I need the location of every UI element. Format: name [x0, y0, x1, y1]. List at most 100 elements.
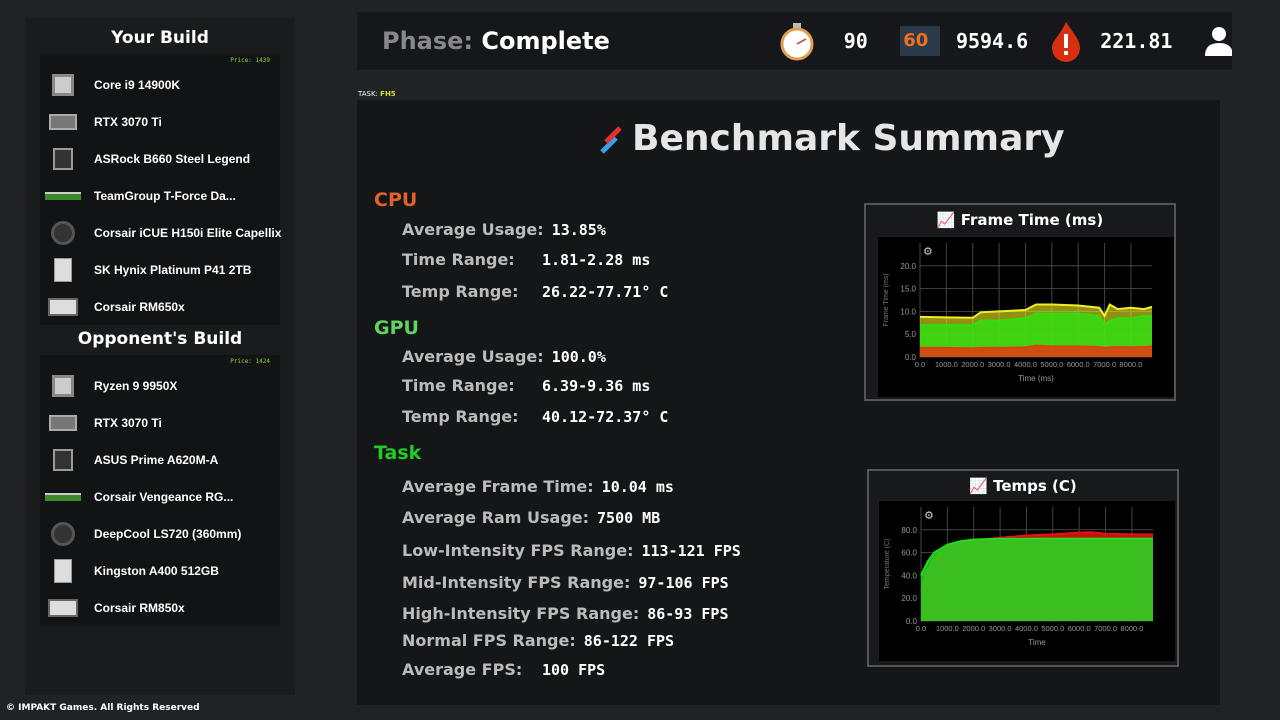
x-tick-label: 6000.0: [1067, 360, 1090, 369]
component-name: RTX 3070 Ti: [94, 415, 162, 430]
component-name: SK Hynix Platinum P41 2TB: [94, 262, 252, 277]
task-stat-row: Average FPS: 100 FPS: [402, 660, 605, 679]
timer-value: 90: [843, 29, 868, 53]
stat-label: Low-Intensity FPS Range:: [402, 541, 634, 560]
cpu-stat-row: Average Usage: 13.85%: [402, 220, 606, 239]
component-name: Corsair iCUE H150i Elite Capellix: [94, 225, 282, 240]
task-value: FH5: [380, 90, 396, 98]
stat-value: 113-121 FPS: [641, 542, 741, 560]
frame-time-title: Frame Time (ms): [960, 211, 1104, 229]
y-tick-label: 0.0: [906, 617, 918, 626]
task-stat-row: Average Frame Time: 10.04 ms: [402, 477, 674, 496]
your-build-title: Your Build: [111, 28, 209, 48]
user-icon[interactable]: [1204, 25, 1232, 57]
component-name: ASUS Prime A620M-A: [94, 452, 219, 467]
stat-label: Average FPS:: [402, 660, 523, 679]
x-tick-label: 3000.0: [988, 360, 1011, 369]
task-stat-row: High-Intensity FPS Range: 86-93 FPS: [402, 604, 729, 623]
stat-value: 100.0%: [551, 348, 606, 366]
stat-label: Average Frame Time:: [402, 477, 594, 496]
build-item[interactable]: Kingston A400 512GB: [40, 552, 280, 589]
settings-gear-icon[interactable]: ⚙: [923, 245, 933, 258]
component-name: Kingston A400 512GB: [94, 563, 219, 578]
stat-label: Average Usage:: [402, 347, 544, 366]
temps-title: Temps (C): [993, 477, 1077, 495]
build-item[interactable]: TeamGroup T-Force Da...: [40, 177, 280, 214]
series-line-1: [920, 537, 1153, 576]
x-tick-label: 1000.0: [936, 624, 959, 633]
build-item[interactable]: Corsair RM650x: [40, 288, 280, 325]
gpu-heading: GPU: [374, 317, 419, 339]
y-tick-label: 15.0: [900, 285, 916, 294]
x-tick-label: 3000.0: [989, 624, 1012, 633]
build-item[interactable]: RTX 3070 Ti: [40, 404, 280, 441]
build-item[interactable]: Ryzen 9 9950X: [40, 367, 280, 404]
frame-time-chart: 📈 Frame Time (ms) 0.0 5.0 10.0 15.0 20.0 0.0 1…: [864, 203, 1176, 401]
heat-value: 221.81: [1100, 29, 1173, 53]
stat-label: Average Usage:: [402, 220, 544, 239]
series-area-1: [921, 538, 1153, 621]
chart-icon: 📈: [936, 211, 956, 229]
motherboard-icon: [53, 147, 73, 170]
stat-value: 26.22-77.71° C: [542, 283, 669, 301]
ssd-icon: [54, 558, 72, 583]
x-tick-label: 1000.0: [935, 360, 958, 369]
phase-label: Phase:: [382, 27, 474, 55]
opponent-build-list: Price: 1424 Ryzen 9 9950X RTX 3070 Ti ASUS …: [40, 355, 280, 626]
gpu-stat-row: Temp Range: 40.12-72.37° C: [402, 407, 668, 426]
x-tick-label: 5000.0: [1040, 360, 1063, 369]
cooler-icon: [51, 220, 75, 245]
x-tick-label: 4000.0: [1014, 360, 1037, 369]
heat-warning-icon: [1052, 22, 1081, 62]
gpu-stat-row: Time Range: 6.39-9.36 ms: [402, 376, 650, 395]
build-item[interactable]: Corsair RM850x: [40, 589, 280, 626]
stat-label: Time Range:: [402, 250, 515, 269]
stat-label: High-Intensity FPS Range:: [402, 604, 640, 623]
y-tick-label: 20.0: [901, 594, 917, 603]
y-tick-label: 60.0: [901, 549, 917, 558]
x-tick-label: 4000.0: [1015, 624, 1038, 633]
settings-gear-icon[interactable]: ⚙: [924, 509, 934, 522]
component-name: Ryzen 9 9950X: [94, 378, 178, 393]
gpu-icon: [49, 113, 77, 130]
y-tick-label: 0.0: [905, 353, 917, 362]
build-item[interactable]: DeepCool LS720 (360mm): [40, 515, 280, 552]
builds-panel: Your Build Price: 1439 Core i9 14900K RTX …: [25, 18, 295, 695]
chart-icon: 📈: [969, 477, 988, 495]
x-tick-label: 0.0: [915, 360, 925, 369]
x-axis-label: Time (ms): [1018, 374, 1054, 383]
score-value: 9594.6: [955, 29, 1029, 53]
build-item[interactable]: Corsair iCUE H150i Elite Capellix: [40, 214, 282, 251]
stat-label: Average Ram Usage:: [402, 508, 590, 527]
cpu-stat-row: Time Range: 1.81-2.28 ms: [402, 250, 650, 269]
stat-value: 86-93 FPS: [647, 605, 729, 623]
y-tick-label: 40.0: [901, 571, 917, 580]
component-name: Corsair RM650x: [94, 299, 185, 314]
your-build-list: Price: 1439 Core i9 14900K RTX 3070 Ti ASRo…: [40, 54, 282, 325]
x-tick-label: 2000.0: [962, 624, 985, 633]
build-item[interactable]: RTX 3070 Ti: [40, 103, 280, 140]
cpu-icon: [52, 73, 74, 96]
ssd-icon: [54, 257, 72, 282]
task-stat-row: Low-Intensity FPS Range: 113-121 FPS: [402, 541, 741, 560]
gpu-stat-row: Average Usage: 100.0%: [402, 347, 606, 366]
build-item[interactable]: Core i9 14900K: [40, 66, 280, 103]
stat-label: Normal FPS Range:: [402, 631, 576, 650]
benchmark-arrows-icon: [600, 126, 622, 154]
opponent-build-price: Price: 1424: [230, 358, 270, 365]
y-axis-label: Frame Time (ms): [883, 273, 890, 326]
build-item[interactable]: ASUS Prime A620M-A: [40, 441, 280, 478]
copyright: © IMPAKT Games. All Rights Reserved: [6, 703, 200, 713]
x-tick-label: 7000.0: [1094, 624, 1117, 633]
stat-label: Time Range:: [402, 376, 515, 395]
task-label: TASK: FH5: [358, 90, 396, 98]
stat-value: 97-106 FPS: [638, 574, 729, 592]
cpu-icon: [52, 374, 74, 397]
build-item[interactable]: SK Hynix Platinum P41 2TB: [40, 251, 280, 288]
build-item[interactable]: Corsair Vengeance RG...: [40, 478, 280, 515]
component-name: TeamGroup T-Force Da...: [94, 188, 236, 203]
top-bar: Phase: Complete 90 60 9594.6 221.81: [357, 12, 1232, 70]
stat-value: 10.04 ms: [601, 478, 674, 496]
stat-value: 1.81-2.28 ms: [542, 251, 651, 269]
build-item[interactable]: ASRock B660 Steel Legend: [40, 140, 280, 177]
